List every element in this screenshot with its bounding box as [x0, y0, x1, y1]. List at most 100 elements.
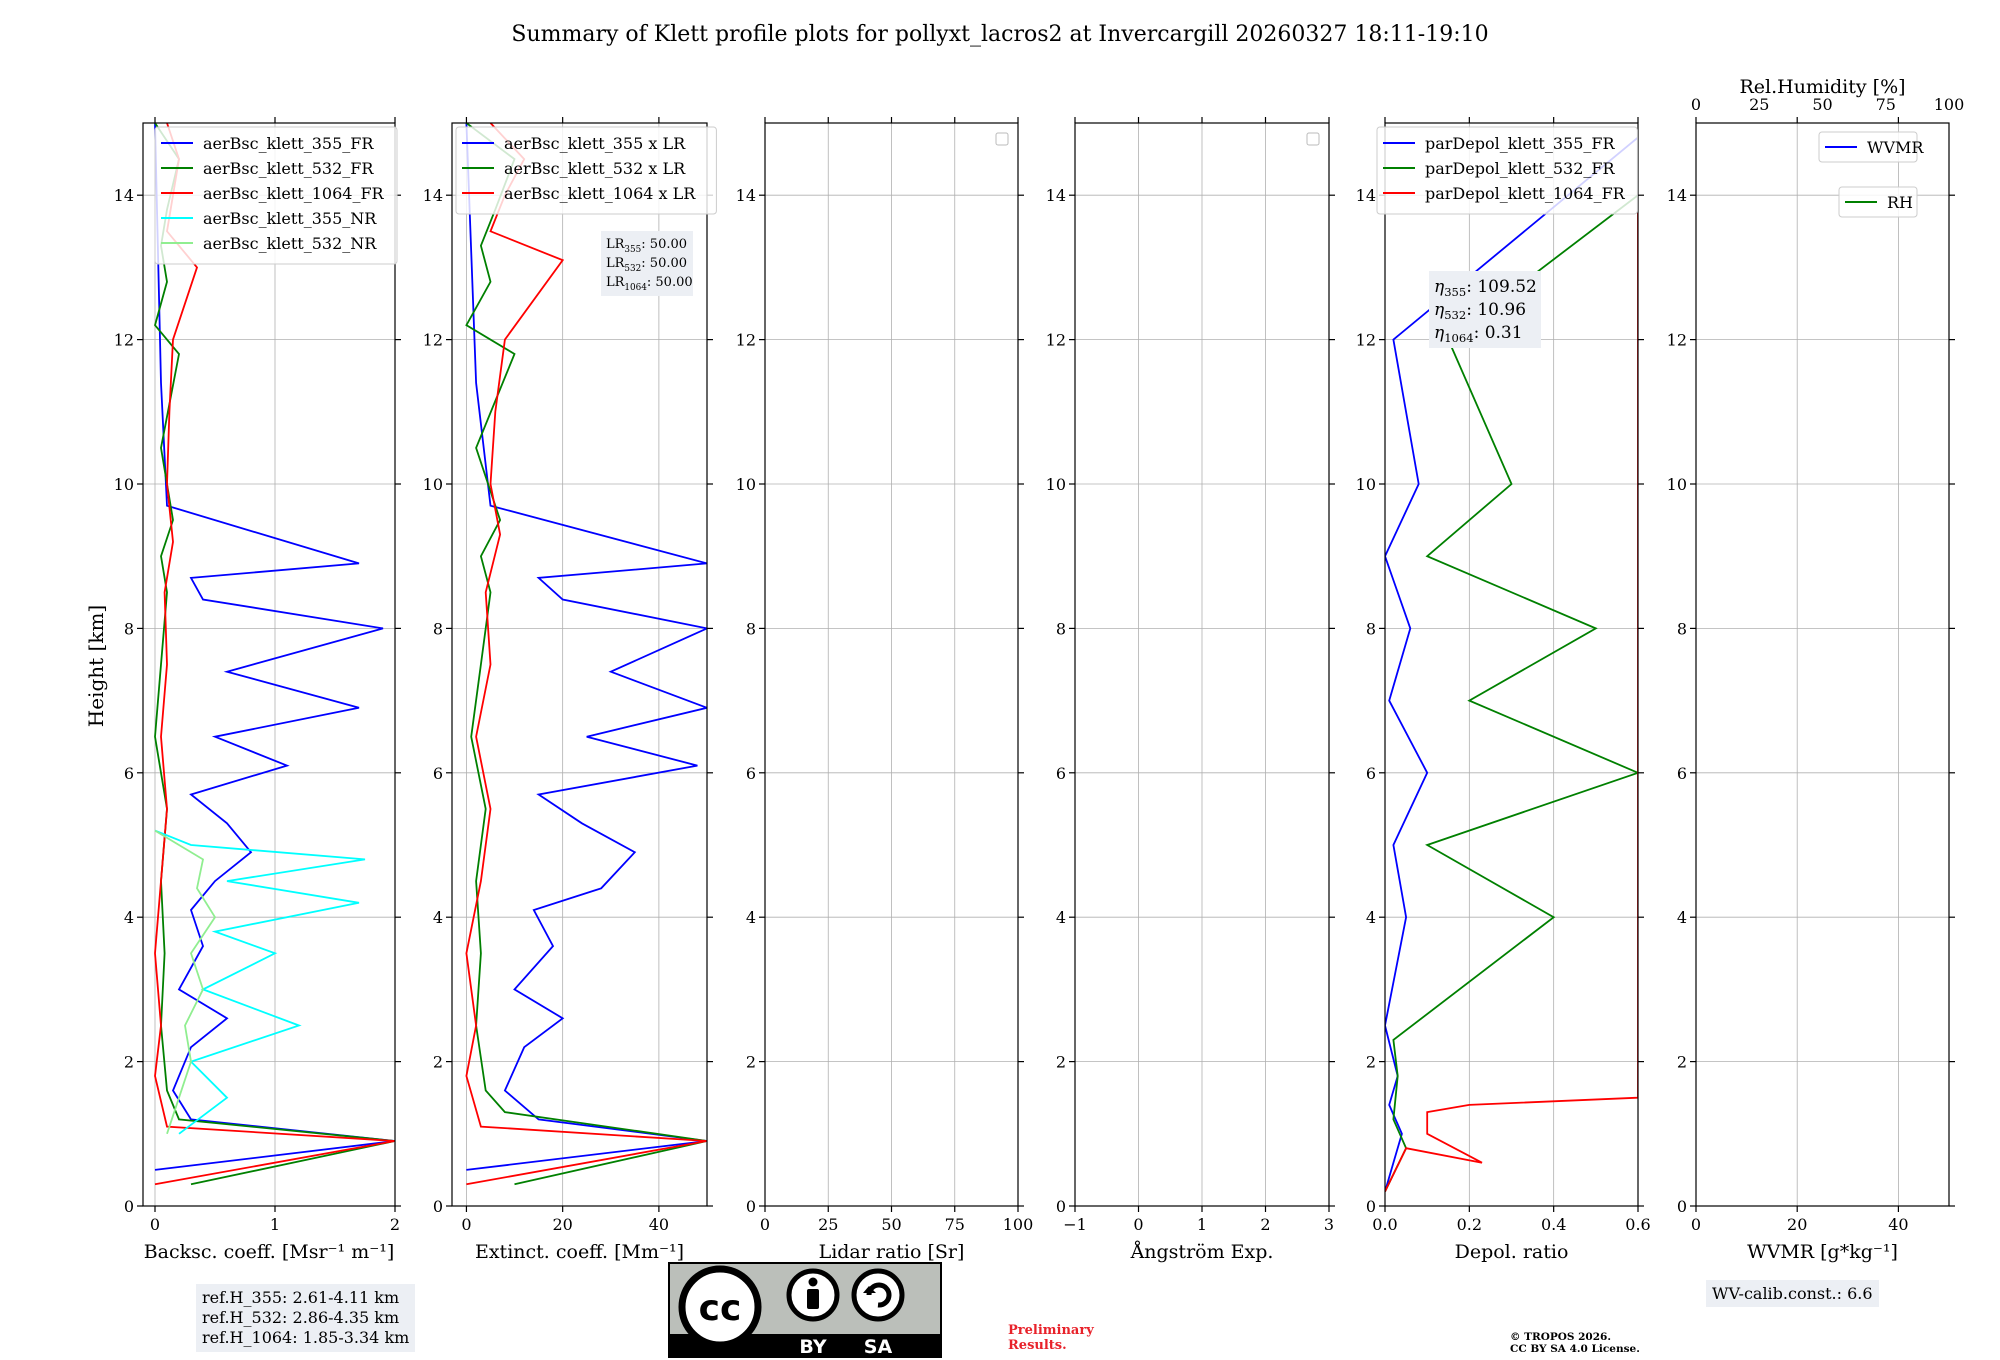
- y-tick-label: 4: [1677, 908, 1687, 927]
- x-tick-label: −1: [1063, 1215, 1087, 1234]
- by-label: BY: [799, 1336, 826, 1358]
- series-aerBsc_klett_532 x LR: [465, 123, 707, 1186]
- by-person-body: [807, 1289, 819, 1309]
- cc-icon: [678, 1265, 762, 1349]
- legend-label: parDepol_klett_1064_FR: [1425, 184, 1626, 203]
- legend-label: parDepol_klett_532_FR: [1425, 159, 1616, 178]
- y-tick-label: 6: [433, 764, 443, 783]
- legend-label: aerBsc_klett_355 x LR: [504, 134, 686, 153]
- y-tick-label: 8: [1366, 619, 1376, 638]
- series-aerBsc_klett_355_NR: [154, 829, 366, 1135]
- copyright-note: © TROPOS 2026. CC BY SA 4.0 License.: [1510, 1331, 1640, 1355]
- y-tick-label: 12: [1667, 331, 1687, 350]
- annotation-line: η1064: 0.31: [1434, 323, 1523, 345]
- by-person-head: [808, 1277, 818, 1287]
- legend-label: parDepol_klett_355_FR: [1425, 134, 1616, 153]
- x-axis-label: Lidar ratio [Sr]: [819, 1241, 965, 1263]
- y-tick-label: 2: [1056, 1053, 1066, 1072]
- y-tick-label: 14: [423, 186, 443, 205]
- top-tick-label: 25: [1749, 95, 1769, 114]
- x-axis-label: Depol. ratio: [1455, 1241, 1569, 1263]
- top-axis-label: Rel.Humidity [%]: [1739, 76, 1905, 98]
- axes-frame: [1384, 122, 1639, 1207]
- series-aerBsc_klett_355 x LR: [465, 123, 707, 1171]
- panel-wvmr-rh: 0 2 4 6 8 10 12 14 0 20 40 WVMR [g*kg⁻¹] 0 25 50 75 100 R…: [1667, 76, 1965, 1263]
- x-axis-label: Backsc. coeff. [Msr⁻¹ m⁻¹]: [144, 1241, 395, 1263]
- y-tick-label: 2: [1366, 1053, 1376, 1072]
- x-tick-label: 25: [818, 1215, 838, 1234]
- legend-label: RH: [1887, 193, 1913, 212]
- x-tick-label: 0: [760, 1215, 770, 1234]
- y-tick-label: 10: [1356, 475, 1376, 494]
- panel-lidar-ratio: 0 2 4 6 8 10 12 14 0 25 50 75 100 Lidar ratio [Sr]: [736, 117, 1033, 1263]
- series-aerBsc_klett_355_FR: [154, 123, 395, 1171]
- y-tick-label: 0: [1366, 1197, 1376, 1216]
- y-tick-label: 12: [1046, 331, 1066, 350]
- y-tick-label: 4: [1056, 908, 1066, 927]
- y-tick-label: 10: [736, 475, 756, 494]
- series-parDepol_klett_1064_FR: [1385, 159, 1638, 1192]
- y-tick-label: 14: [1356, 186, 1376, 205]
- x-tick-label: 20: [552, 1215, 572, 1234]
- legend-box: [1838, 186, 1918, 218]
- panel-extinction: 0 2 4 6 8 10 12 14 0 20 40 Extinct. coeff. [Mm⁻¹] ae…: [423, 117, 717, 1263]
- y-tick-label: 14: [114, 186, 134, 205]
- y-tick-label: 2: [746, 1053, 756, 1072]
- y-tick-label: 0: [746, 1197, 756, 1216]
- preliminary-line-1: Preliminary: [1008, 1323, 1094, 1338]
- x-tick-label: 0.2: [1457, 1215, 1482, 1234]
- x-tick-label: 1: [270, 1215, 280, 1234]
- sa-label: SA: [864, 1336, 893, 1358]
- y-tick-label: 6: [124, 764, 134, 783]
- legend-box: [1376, 126, 1638, 215]
- reference-height-box: ref.H_355: 2.61-4.11 km ref.H_532: 2.86-…: [196, 1284, 416, 1352]
- x-axis-label: WVMR [g*kg⁻¹]: [1747, 1241, 1898, 1263]
- y-tick-label: 4: [746, 908, 756, 927]
- y-tick-label: 10: [114, 475, 134, 494]
- y-tick-label: 14: [736, 186, 756, 205]
- y-tick-label: 6: [1056, 764, 1066, 783]
- ref-height-1064: ref.H_1064: 1.85-3.34 km: [202, 1328, 410, 1347]
- x-tick-label: 2: [1260, 1215, 1270, 1234]
- cc-by-sa-badge: cc BY SA: [668, 1262, 942, 1358]
- y-tick-label: 8: [1677, 619, 1687, 638]
- axes-frame: [142, 122, 396, 1207]
- y-tick-label: 12: [114, 331, 134, 350]
- sa-arrow-head: [863, 1286, 876, 1293]
- y-tick-label: 10: [1046, 475, 1066, 494]
- x-tick-label: 0.6: [1625, 1215, 1650, 1234]
- x-tick-label: 0.4: [1541, 1215, 1566, 1234]
- y-tick-label: 4: [1366, 908, 1376, 927]
- legend-label: aerBsc_klett_1064_FR: [203, 184, 385, 203]
- y-tick-label: 12: [1356, 331, 1376, 350]
- x-axis-label: Extinct. coeff. [Mm⁻¹]: [475, 1241, 684, 1263]
- y-tick-label: 4: [433, 908, 443, 927]
- sa-share-icon: [851, 1268, 905, 1322]
- top-tick-label: 100: [1934, 95, 1965, 114]
- legend-label: aerBsc_klett_355_FR: [203, 134, 374, 153]
- x-tick-label: 20: [1787, 1215, 1807, 1234]
- y-tick-label: 2: [1677, 1053, 1687, 1072]
- series-aerBsc_klett_532_NR: [154, 829, 217, 1135]
- cc-icon-label: cc: [699, 1288, 742, 1329]
- y-tick-label: 10: [423, 475, 443, 494]
- y-tick-label: 8: [433, 619, 443, 638]
- legend-label: aerBsc_klett_532 x LR: [504, 159, 686, 178]
- annotation-line: LR532: 50.00: [606, 256, 687, 274]
- panel-depolarization: 0 2 4 6 8 10 12 14 0.0 0.2 0.4 0.6 Depol. ratio parDe…: [1356, 117, 1651, 1263]
- y-tick-label: 12: [736, 331, 756, 350]
- x-tick-label: 40: [1888, 1215, 1908, 1234]
- x-tick-label: 50: [881, 1215, 901, 1234]
- y-tick-label: 0: [1677, 1197, 1687, 1216]
- y-tick-label: 6: [1677, 764, 1687, 783]
- y-tick-label: 8: [746, 619, 756, 638]
- y-tick-label: 2: [433, 1053, 443, 1072]
- annotation-line: η355: 109.52: [1434, 277, 1537, 299]
- y-tick-label: 0: [1056, 1197, 1066, 1216]
- legend-box: [1818, 131, 1918, 163]
- x-tick-label: 75: [945, 1215, 965, 1234]
- copyright-line-2: CC BY SA 4.0 License.: [1510, 1343, 1640, 1355]
